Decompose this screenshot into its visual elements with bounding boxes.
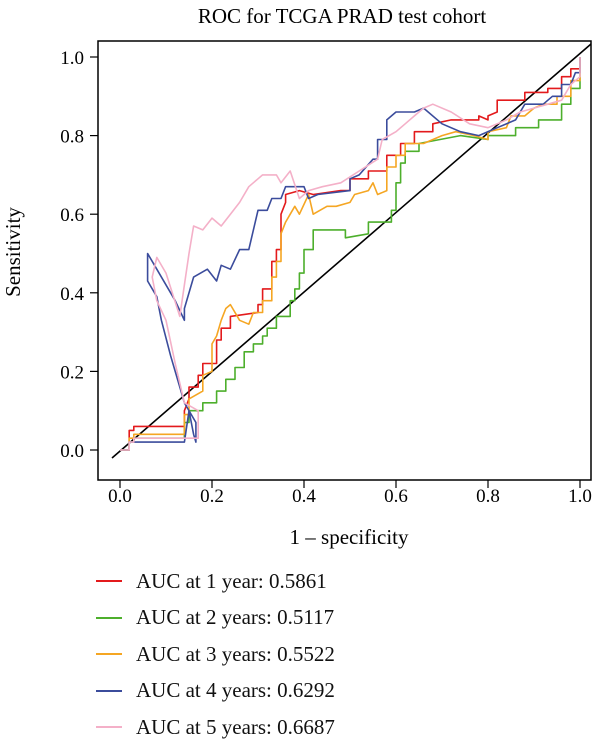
legend-swatch (96, 726, 122, 729)
legend-label: AUC at 1 year: 0.5861 (136, 568, 327, 593)
legend-label: AUC at 3 years: 0.5522 (136, 641, 335, 666)
y-tick-label: 0.0 (60, 441, 84, 462)
legend-item: AUC at 5 years: 0.6687 (96, 709, 556, 746)
legend-label: AUC at 2 years: 0.5117 (136, 605, 335, 630)
legend-item: AUC at 1 year: 0.5861 (96, 563, 556, 600)
reference-diagonal (111, 43, 592, 459)
y-tick-label: 0.8 (60, 127, 84, 148)
series-line-5 (120, 57, 581, 451)
x-axis-label: 1 – specificity (290, 525, 409, 549)
y-axis-label: Sensitivity (1, 207, 25, 297)
x-tick-label: 1.0 (568, 486, 592, 507)
y-tick-label: 0.6 (60, 205, 84, 226)
y-tick-label: 0.2 (60, 362, 84, 383)
x-tick-label: 0.2 (200, 486, 224, 507)
roc-chart: ROC for TCGA PRAD test cohort 0.0 0.2 0.4 0… (1, 4, 592, 549)
legend-swatch (96, 689, 122, 692)
x-axis: 0.0 0.2 0.4 0.6 0.8 1.0 (108, 480, 592, 507)
legend-item: AUC at 2 years: 0.5117 (96, 600, 556, 637)
series-line-3 (120, 57, 581, 451)
series-layer (120, 57, 581, 451)
legend-item: AUC at 4 years: 0.6292 (96, 673, 556, 710)
x-tick-label: 0.6 (384, 486, 408, 507)
legend-swatch (96, 580, 122, 583)
y-tick-label: 0.4 (60, 284, 84, 305)
legend-swatch (96, 653, 122, 656)
legend-label: AUC at 4 years: 0.6292 (136, 678, 335, 703)
y-axis: 0.0 0.2 0.4 0.6 0.8 1.0 (60, 48, 98, 462)
x-tick-label: 0.8 (476, 486, 500, 507)
series-line-4 (120, 57, 581, 451)
y-tick-label: 1.0 (60, 48, 84, 69)
series-line-1 (120, 57, 581, 451)
x-tick-label: 0.0 (108, 486, 132, 507)
legend-label: AUC at 5 years: 0.6687 (136, 714, 335, 739)
x-tick-label: 0.4 (292, 486, 316, 507)
legend-item: AUC at 3 years: 0.5522 (96, 636, 556, 673)
chart-title: ROC for TCGA PRAD test cohort (198, 4, 487, 28)
legend: AUC at 1 year: 0.5861 AUC at 2 years: 0.5… (96, 563, 556, 746)
plot-frame (97, 40, 592, 481)
legend-swatch (96, 616, 122, 619)
